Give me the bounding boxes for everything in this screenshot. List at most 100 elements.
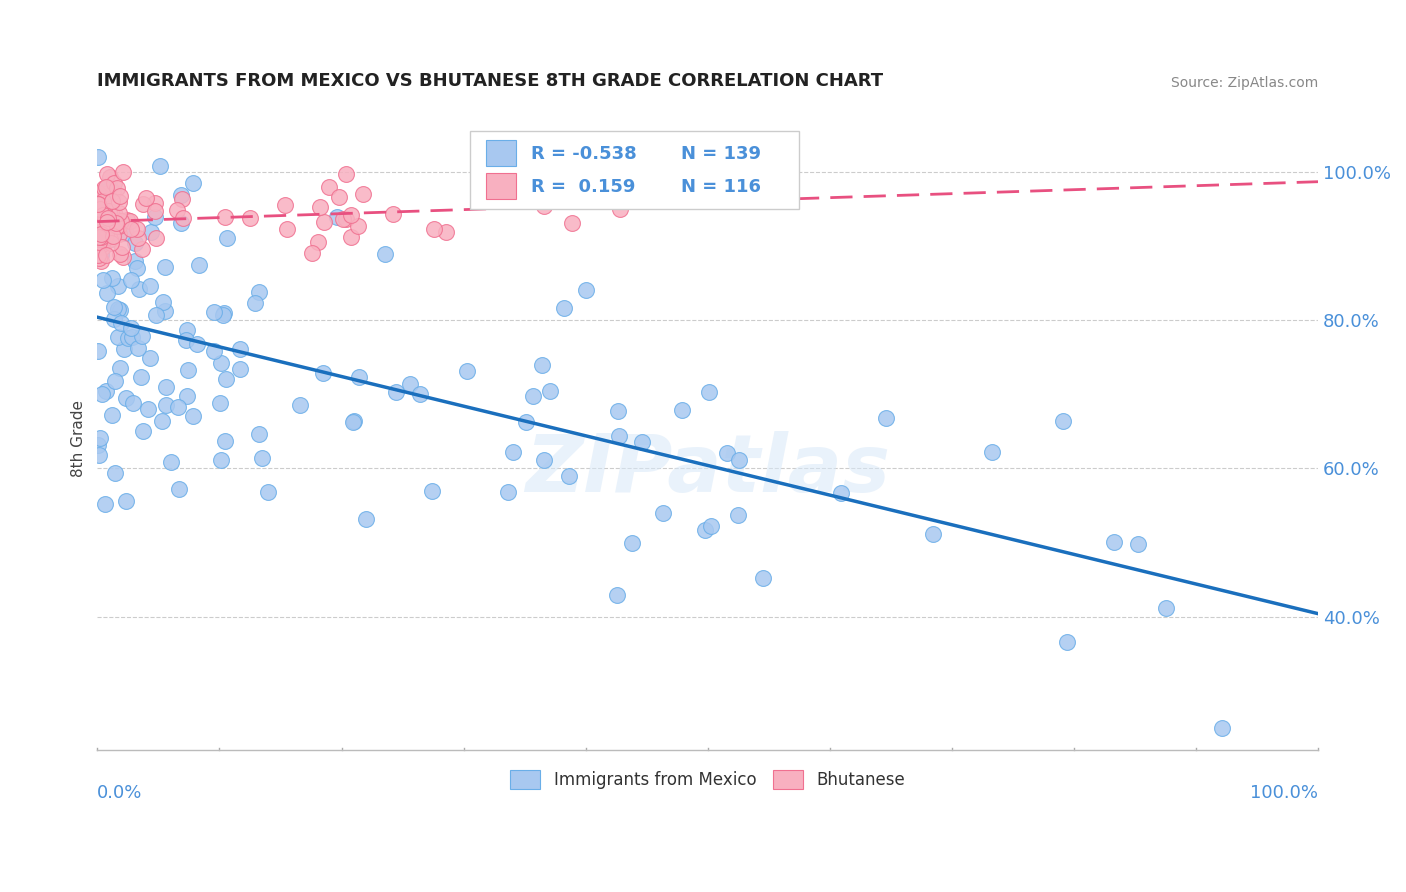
Point xyxy=(697,384,720,399)
Point xyxy=(107,329,129,343)
Point xyxy=(202,343,225,358)
Point xyxy=(89,431,111,445)
Point xyxy=(209,395,232,409)
Point xyxy=(115,494,138,508)
Point xyxy=(87,224,110,238)
Point xyxy=(247,427,270,442)
Point xyxy=(97,186,120,201)
Point xyxy=(87,196,110,211)
Point xyxy=(212,306,235,320)
Point xyxy=(132,424,155,438)
Point xyxy=(169,482,191,496)
Point xyxy=(87,205,110,219)
Point xyxy=(381,207,404,221)
Point xyxy=(107,301,129,316)
Point xyxy=(727,508,749,523)
Point xyxy=(340,229,363,244)
Point xyxy=(153,304,176,318)
Point xyxy=(131,242,153,256)
Point xyxy=(108,189,131,203)
Point xyxy=(139,225,162,239)
Point xyxy=(538,384,561,398)
Point xyxy=(87,218,110,232)
Point xyxy=(91,228,114,243)
Point xyxy=(228,362,250,376)
Point xyxy=(121,329,143,343)
Point xyxy=(98,204,121,219)
Point xyxy=(145,309,167,323)
Point xyxy=(91,240,114,254)
Point xyxy=(90,254,112,268)
Point xyxy=(150,414,173,428)
Point xyxy=(91,219,114,234)
Point xyxy=(120,273,142,287)
Text: R =  0.159: R = 0.159 xyxy=(530,178,636,196)
Point xyxy=(172,211,194,225)
FancyBboxPatch shape xyxy=(470,131,799,209)
Point xyxy=(89,189,111,203)
Point xyxy=(420,483,443,498)
Point xyxy=(107,206,129,220)
Point xyxy=(243,295,266,310)
Point xyxy=(86,230,108,244)
Point xyxy=(215,231,238,245)
Point xyxy=(101,186,124,200)
Point xyxy=(343,414,366,428)
Point xyxy=(288,399,311,413)
Point xyxy=(100,205,122,219)
Point xyxy=(90,230,112,244)
Point xyxy=(104,466,127,480)
Point xyxy=(352,186,374,201)
Point xyxy=(160,455,183,469)
Point xyxy=(399,376,422,391)
Point xyxy=(125,222,148,236)
Point xyxy=(148,159,170,173)
Point xyxy=(1104,534,1126,549)
Point xyxy=(498,484,520,499)
Point xyxy=(87,344,110,359)
Point xyxy=(176,389,198,403)
Point xyxy=(374,246,396,260)
Legend: Immigrants from Mexico, Bhutanese: Immigrants from Mexico, Bhutanese xyxy=(502,762,914,797)
Point xyxy=(186,337,208,351)
Point xyxy=(100,235,122,250)
Point xyxy=(128,282,150,296)
Point xyxy=(104,374,127,388)
Point xyxy=(561,216,583,230)
Point xyxy=(104,215,127,229)
Point xyxy=(87,224,110,238)
Point xyxy=(98,232,121,246)
Point xyxy=(181,176,204,190)
Point xyxy=(609,202,631,217)
Point xyxy=(276,222,298,236)
Point xyxy=(655,171,678,186)
Point xyxy=(606,588,628,602)
Point xyxy=(575,283,598,297)
Point xyxy=(89,251,111,265)
Point xyxy=(247,285,270,300)
Point xyxy=(1052,414,1074,428)
Point xyxy=(87,211,110,225)
Point xyxy=(125,261,148,276)
FancyBboxPatch shape xyxy=(485,172,516,199)
Point xyxy=(155,398,177,412)
Point xyxy=(87,230,110,244)
Point xyxy=(101,214,124,228)
Point xyxy=(107,227,129,242)
Point xyxy=(111,240,134,254)
Point xyxy=(101,232,124,246)
Point xyxy=(87,150,110,164)
Point xyxy=(252,450,274,465)
Point xyxy=(257,484,280,499)
Point xyxy=(110,214,132,228)
Point xyxy=(502,444,524,458)
Point xyxy=(108,195,131,210)
Point xyxy=(121,396,143,410)
Point xyxy=(980,445,1002,459)
Point xyxy=(155,379,177,393)
Point xyxy=(145,231,167,245)
Point xyxy=(87,189,110,203)
Point xyxy=(347,370,370,384)
Point xyxy=(105,219,128,233)
Point xyxy=(108,219,131,234)
